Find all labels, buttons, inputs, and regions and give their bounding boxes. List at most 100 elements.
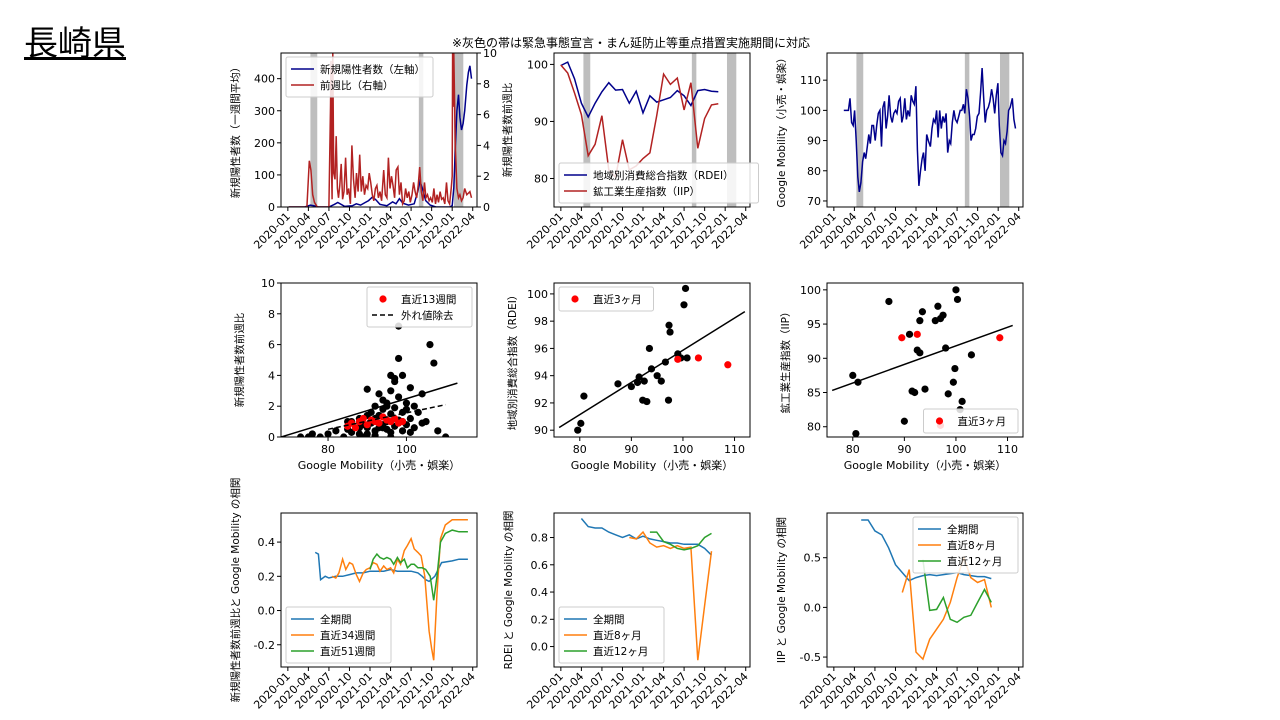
y-axis-label: 鉱工業生産指数（IIP）: [779, 306, 792, 413]
scatter-point: [410, 402, 418, 410]
scatter-point: [666, 328, 674, 336]
plot-frame: [553, 52, 751, 208]
y-tick-label: -0.5: [800, 651, 821, 664]
legend-box: [285, 606, 392, 664]
x-tick-label: 90: [897, 443, 911, 456]
scatter-point: [694, 354, 703, 362]
y-tick-label: 90: [807, 352, 821, 365]
y-tick-label: -0.2: [254, 639, 275, 652]
scatter-point: [951, 364, 959, 373]
scatter-point: [297, 433, 305, 437]
y-tick-label: 80: [807, 165, 821, 178]
y-tick-label: 0.4: [531, 586, 549, 599]
shaded-period: [856, 53, 864, 207]
scatter-point: [949, 378, 957, 386]
scatter-point: [916, 349, 924, 357]
slide-title: 長崎県: [24, 24, 126, 64]
scatter-point: [674, 355, 682, 363]
plot-area: [288, 53, 473, 207]
y-tick-label: 80: [807, 421, 821, 434]
y-axis-label: 新規陽性者数前週比と Google Mobility の相関: [229, 478, 242, 703]
legend-label: 直近3ヶ月: [958, 415, 1007, 428]
scatter-point: [430, 359, 438, 367]
plot-area: [558, 284, 746, 434]
figure-note: ※灰色の帯は緊急事態宣言・まん延防止等重点措置実施期間に対応: [452, 36, 811, 50]
legend-label: 全期間: [320, 613, 352, 626]
y-tick-label-right: 2: [483, 170, 490, 183]
y-tick-label: 0: [268, 201, 275, 214]
scatter-point: [944, 390, 952, 398]
scatter-point: [643, 397, 651, 406]
scatter-point: [391, 404, 399, 412]
x-tick-label: 100: [396, 443, 417, 456]
scatter-point: [953, 295, 962, 304]
fit-line: [327, 403, 446, 431]
scatter-point: [898, 334, 906, 342]
y-tick-label: 0.0: [258, 605, 276, 618]
y-tick-label-right: 8: [483, 78, 490, 91]
y-tick-label: 80: [534, 172, 548, 185]
scatter-point: [680, 301, 688, 309]
scatter-point: [577, 419, 585, 427]
y-axis-label: 新規陽性者数（一週間平均）: [229, 62, 242, 199]
y-tick-label: 0.4: [258, 536, 276, 549]
y-tick-label: 300: [254, 105, 275, 118]
y-tick-label: 0.8: [531, 532, 549, 545]
scatter-point: [363, 385, 371, 393]
plot-area: [314, 519, 468, 661]
series-line: [288, 65, 473, 207]
scatter-point: [418, 419, 426, 427]
y-tick-label: 200: [254, 137, 275, 150]
legend-label: 直近51週間: [320, 645, 375, 658]
series-line: [629, 530, 713, 661]
y-tick-label: 98: [534, 315, 548, 328]
scatter-point: [371, 431, 379, 437]
series-line: [314, 551, 468, 583]
legend-label: 新規陽性者数（左軸）: [320, 63, 425, 76]
scatter-point: [406, 414, 414, 423]
scatter-point: [375, 419, 383, 427]
y-tick-label: 400: [254, 73, 275, 86]
x-tick-label: 110: [724, 443, 745, 456]
y-tick-label: 85: [807, 387, 821, 400]
series-line: [331, 519, 468, 661]
y-tick-label-right: 4: [483, 139, 490, 152]
y-tick-label: 94: [534, 370, 548, 383]
shaded-period: [726, 53, 737, 207]
scatter-point: [308, 430, 316, 437]
scatter-point: [633, 378, 642, 387]
y-tick-label: 100: [527, 58, 548, 71]
scatter-point: [324, 430, 332, 437]
y-tick-label: 90: [534, 115, 548, 128]
x-tick-label: 80: [321, 443, 335, 456]
scatter-point: [402, 399, 411, 407]
x-axis-label: Google Mobility（小売・娯楽）: [844, 458, 1006, 472]
legend-label: 前週比（右軸）: [320, 79, 394, 92]
x-tick-label: 80: [573, 443, 587, 456]
y-tick-label: 0.2: [531, 613, 549, 626]
series-line: [560, 64, 719, 179]
y-tick-label: 70: [807, 195, 821, 208]
scatter-point: [398, 371, 407, 379]
plot-area: [560, 53, 737, 207]
scatter-point: [849, 371, 857, 379]
scatter-point: [664, 396, 673, 404]
scatter-point: [683, 354, 691, 362]
scatter-point: [387, 433, 395, 437]
scatter-point: [355, 430, 363, 437]
legend-label: 直近34週間: [320, 629, 375, 642]
legend-box: [912, 516, 1019, 574]
series-line: [649, 531, 712, 551]
shaded-period: [964, 53, 970, 207]
y-axis-label: 地域別消費総合指数（RDEI）: [506, 290, 519, 431]
x-tick-label: 100: [945, 443, 966, 456]
shaded-period: [310, 53, 318, 207]
scatter-point: [921, 385, 929, 393]
scatter-point: [645, 344, 654, 353]
legend-label: 直近3ヶ月: [593, 293, 642, 306]
scatter-point: [395, 354, 403, 363]
y-tick-label: 100: [527, 288, 548, 301]
scatter-point: [913, 330, 921, 338]
y-axis-label: Google Mobility（小売・娯楽）: [775, 52, 788, 207]
y-tick-label: 110: [800, 74, 821, 87]
